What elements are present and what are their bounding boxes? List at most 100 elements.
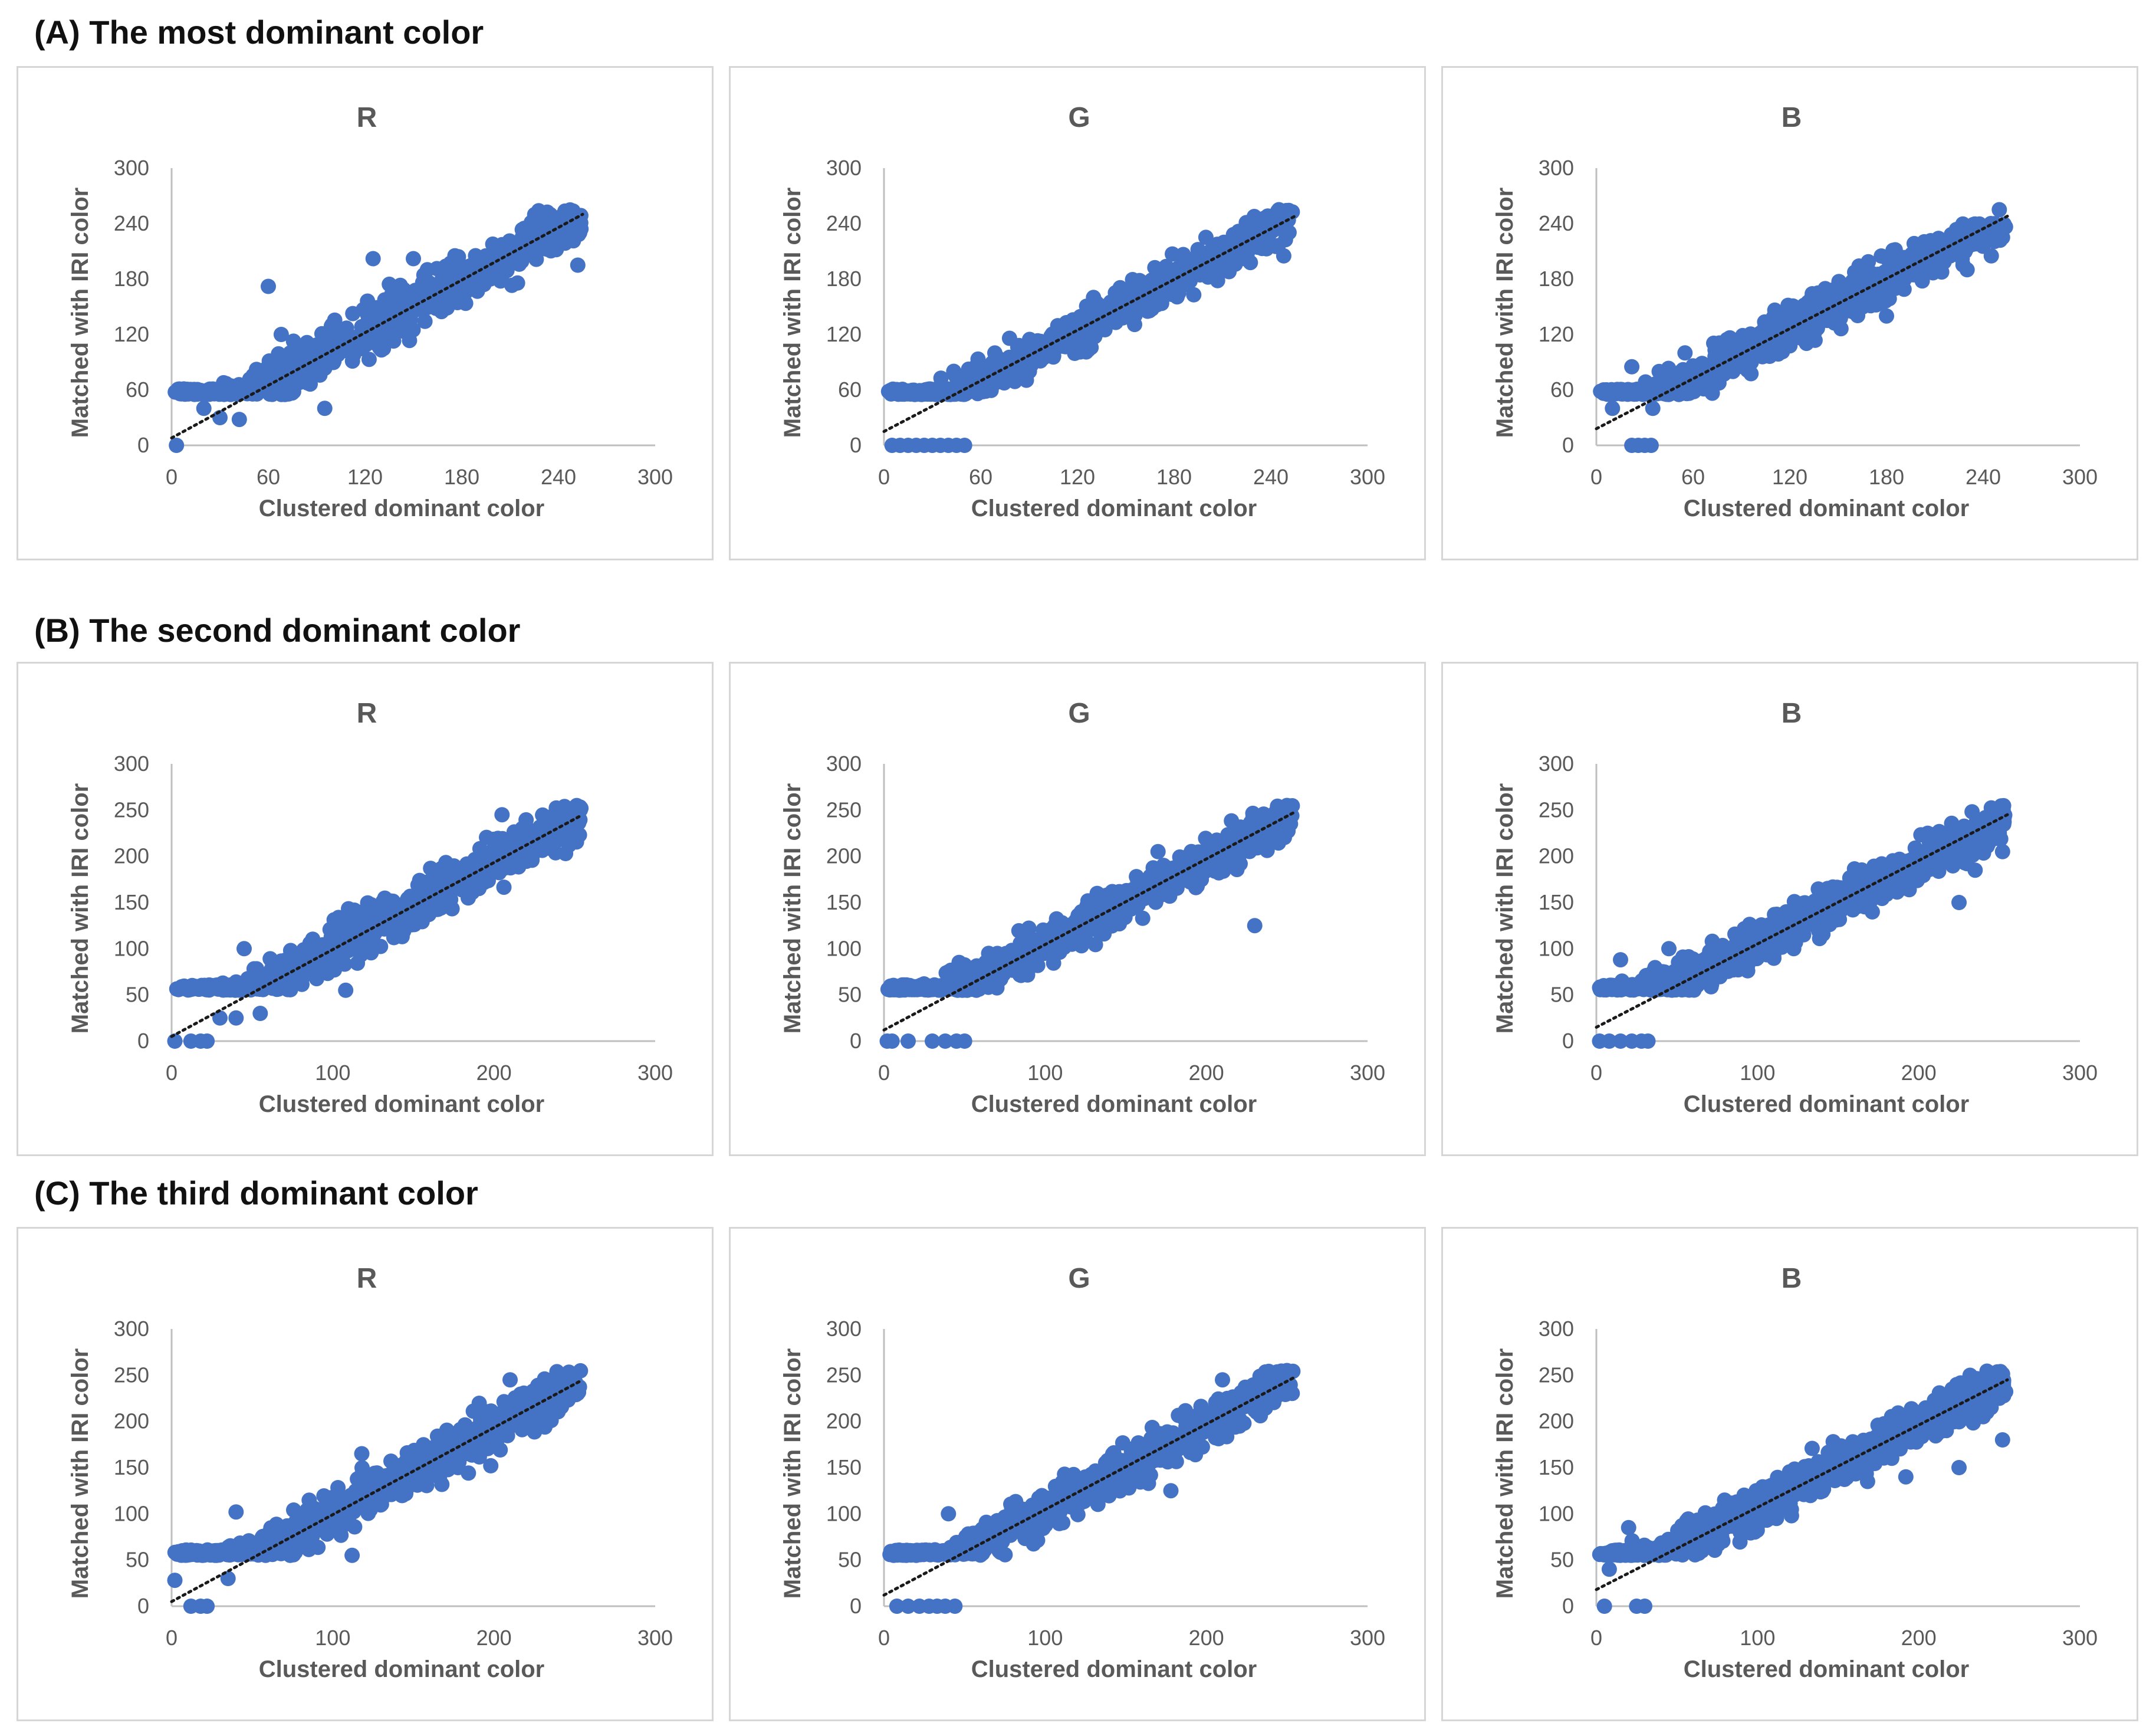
y-tick-label: 300 xyxy=(826,1317,862,1341)
data-point xyxy=(558,833,574,849)
outlier-point xyxy=(1086,290,1101,305)
y-tick-label: 50 xyxy=(838,1548,862,1572)
outlier-point xyxy=(338,983,353,998)
y-tick-label: 300 xyxy=(1539,156,1574,180)
data-point xyxy=(1737,959,1753,974)
y-tick-label: 100 xyxy=(114,936,149,960)
outlier-point xyxy=(1991,826,2007,841)
data-point xyxy=(1233,844,1248,859)
y-tick-label: 0 xyxy=(850,1029,862,1053)
data-point xyxy=(1020,967,1036,983)
data-point xyxy=(1698,951,1714,966)
data-point xyxy=(514,254,530,269)
data-point xyxy=(1081,342,1096,357)
y-tick-label: 240 xyxy=(1539,211,1574,235)
y-tick-label: 180 xyxy=(1539,267,1574,291)
outlier-point xyxy=(570,258,586,273)
x-tick-label: 100 xyxy=(1027,1061,1063,1085)
section-title-a: (A) The most dominant color xyxy=(34,13,484,51)
y-axis-label: Matched with IRI color xyxy=(780,1348,806,1599)
outlier-point xyxy=(344,1548,360,1563)
x-tick-label: 180 xyxy=(444,465,479,489)
data-point xyxy=(232,982,247,997)
x-tick-label: 60 xyxy=(969,465,992,489)
data-point xyxy=(497,879,512,895)
y-tick-label: 0 xyxy=(137,433,149,457)
data-point xyxy=(1934,264,1950,280)
scatter-points xyxy=(167,1363,589,1614)
data-point xyxy=(891,980,906,995)
scatter-points xyxy=(882,1363,1300,1614)
y-tick-label: 240 xyxy=(826,211,862,235)
data-point xyxy=(502,234,517,249)
outlier-point xyxy=(317,401,333,416)
trendline xyxy=(172,1380,583,1601)
data-point xyxy=(923,386,939,402)
x-tick-label: 200 xyxy=(1901,1061,1937,1085)
x-tick-label: 60 xyxy=(1681,465,1705,489)
x-tick-label: 200 xyxy=(1189,1626,1224,1650)
data-point xyxy=(515,1417,531,1432)
x-tick-label: 180 xyxy=(1156,465,1192,489)
outlier-point xyxy=(232,412,247,427)
y-axis-label: Matched with IRI color xyxy=(1492,783,1518,1033)
data-point xyxy=(1799,336,1814,351)
data-point xyxy=(472,1396,487,1411)
data-point xyxy=(1079,898,1095,914)
y-tick-label: 60 xyxy=(126,378,149,402)
x-axis-label: Clustered dominant color xyxy=(1684,1091,1970,1117)
x-tick-label: 120 xyxy=(1772,465,1807,489)
data-point xyxy=(1598,386,1613,401)
outlier-point xyxy=(1641,1033,1656,1049)
trendline xyxy=(172,214,583,438)
outlier-point xyxy=(502,1372,518,1387)
y-tick-label: 60 xyxy=(1550,378,1574,402)
data-point xyxy=(327,313,343,328)
x-tick-label: 240 xyxy=(1966,465,2001,489)
y-tick-label: 50 xyxy=(126,1548,149,1572)
y-tick-label: 200 xyxy=(1539,844,1574,868)
outlier-point xyxy=(167,1573,183,1588)
y-tick-label: 120 xyxy=(114,322,149,346)
data-point xyxy=(451,1460,466,1475)
data-point xyxy=(924,981,939,996)
y-tick-label: 0 xyxy=(850,433,862,457)
x-tick-label: 300 xyxy=(2062,465,2098,489)
x-tick-label: 100 xyxy=(1027,1626,1063,1650)
data-point xyxy=(1183,872,1198,888)
outlier-point xyxy=(941,964,956,980)
y-tick-label: 250 xyxy=(826,1363,862,1387)
x-tick-label: 0 xyxy=(166,465,178,489)
y-tick-label: 200 xyxy=(114,844,149,868)
data-point xyxy=(1280,823,1296,839)
x-tick-label: 0 xyxy=(1590,1061,1602,1085)
y-axis-label: Matched with IRI color xyxy=(1492,188,1518,438)
data-point xyxy=(345,306,360,321)
chart-title: G xyxy=(1068,102,1090,133)
y-tick-label: 120 xyxy=(1539,322,1574,346)
y-tick-label: 300 xyxy=(114,751,149,776)
x-tick-label: 240 xyxy=(541,465,576,489)
outlier-point xyxy=(1984,248,1999,264)
data-point xyxy=(549,234,564,249)
data-point xyxy=(1646,964,1661,979)
data-point xyxy=(1021,921,1037,936)
y-axis-label: Matched with IRI color xyxy=(780,783,806,1033)
y-tick-label: 200 xyxy=(826,1409,862,1433)
outlier-point xyxy=(236,941,252,956)
data-point xyxy=(1247,832,1262,847)
data-point xyxy=(1938,849,1954,865)
outlier-point xyxy=(169,438,184,453)
data-point xyxy=(1907,267,1922,283)
y-tick-label: 150 xyxy=(826,1455,862,1479)
data-point xyxy=(1801,300,1816,316)
x-tick-label: 120 xyxy=(1060,465,1095,489)
scatter-points xyxy=(1593,202,2013,454)
data-point xyxy=(380,1487,396,1502)
data-point xyxy=(438,855,453,870)
chart-title: G xyxy=(1068,1263,1090,1294)
